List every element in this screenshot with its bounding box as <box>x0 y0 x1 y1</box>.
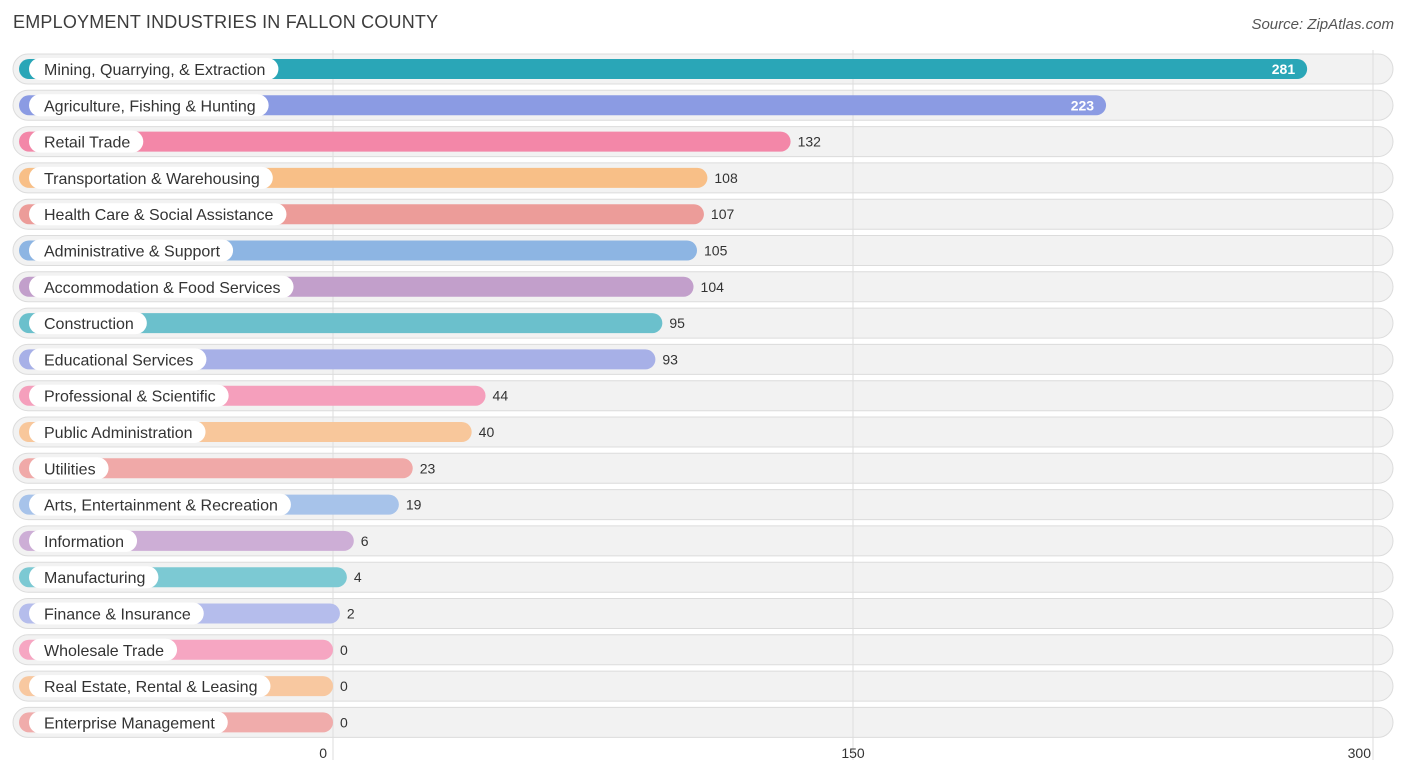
chart-source: Source: ZipAtlas.com <box>1251 16 1394 33</box>
value-label: 0 <box>340 714 348 730</box>
x-tick-label: 300 <box>1348 745 1372 761</box>
bar <box>19 458 413 479</box>
row-background <box>12 634 1394 666</box>
category-label: Construction <box>44 316 134 333</box>
value-label: 40 <box>479 424 495 440</box>
row-background <box>12 598 1394 629</box>
category-label-pill <box>29 493 291 516</box>
category-label-pill <box>29 457 109 480</box>
category-label-pill <box>29 711 228 734</box>
category-label: Public Administration <box>44 425 193 442</box>
category-label-pill <box>29 239 234 262</box>
category-label: Real Estate, Rental & Leasing <box>44 679 257 696</box>
category-label: Agriculture, Fishing & Hunting <box>44 98 256 115</box>
category-label: Enterprise Management <box>44 715 215 732</box>
category-label-pill <box>29 529 138 552</box>
value-label: 4 <box>354 569 362 585</box>
bars: Mining, Quarrying, & Extraction 281 Agricu… <box>19 58 1308 734</box>
row-background <box>12 525 1394 557</box>
category-label: Finance & Insurance <box>44 607 191 624</box>
category-label: Professional & Scientific <box>44 389 216 406</box>
category-label-pill <box>29 94 269 117</box>
value-label: 104 <box>701 279 725 295</box>
row-background <box>12 706 1394 738</box>
category-label: Manufacturing <box>44 570 145 587</box>
value-label: 23 <box>420 460 436 476</box>
category-label: Arts, Entertainment & Recreation <box>44 498 278 515</box>
category-label: Accommodation & Food Services <box>44 280 281 297</box>
category-label-pill <box>29 421 206 443</box>
bar <box>19 95 1107 116</box>
row-background <box>12 561 1394 593</box>
value-label: 0 <box>340 678 348 694</box>
category-label-pill <box>29 384 229 407</box>
category-label-pill <box>29 602 204 625</box>
value-label: 223 <box>1071 97 1095 113</box>
value-label: 2 <box>347 606 355 622</box>
category-label-pill <box>29 203 287 226</box>
value-label: 108 <box>714 170 738 186</box>
x-axis-ticks: 0 150 300 <box>319 745 1371 761</box>
row-background <box>12 670 1394 702</box>
value-label: 107 <box>711 206 735 222</box>
value-label: 132 <box>798 134 822 150</box>
category-label: Mining, Quarrying, & Extraction <box>44 62 265 79</box>
x-tick-label: 0 <box>319 745 327 761</box>
category-label: Utilities <box>44 461 96 478</box>
bar <box>19 131 791 152</box>
value-label: 93 <box>662 351 678 367</box>
category-label-pill <box>29 130 144 153</box>
x-tick-label: 150 <box>841 745 865 761</box>
category-label-pill <box>29 566 159 589</box>
category-label-pill <box>29 675 271 698</box>
category-label-pill <box>29 58 279 80</box>
value-label: 44 <box>493 388 509 404</box>
bar <box>19 59 1308 79</box>
category-label-pill <box>29 348 207 371</box>
value-label: 281 <box>1272 61 1296 77</box>
category-label: Retail Trade <box>44 135 130 152</box>
category-label: Information <box>44 534 124 551</box>
value-label: 6 <box>361 533 369 549</box>
value-label: 105 <box>704 243 728 259</box>
category-label: Wholesale Trade <box>44 643 164 660</box>
category-label-pill <box>29 275 294 298</box>
category-label-pill <box>29 638 178 661</box>
category-label-pill <box>29 166 273 189</box>
chart-title: EMPLOYMENT INDUSTRIES IN FALLON COUNTY <box>13 12 439 32</box>
value-label: 95 <box>669 315 685 331</box>
value-label: 19 <box>406 497 422 513</box>
category-label-pill <box>29 312 147 335</box>
bar <box>19 313 663 334</box>
value-label: 0 <box>340 642 348 658</box>
category-label: Transportation & Warehousing <box>44 171 260 188</box>
category-label: Educational Services <box>44 352 193 369</box>
category-label: Health Care & Social Assistance <box>44 207 274 224</box>
category-label: Administrative & Support <box>44 244 221 261</box>
